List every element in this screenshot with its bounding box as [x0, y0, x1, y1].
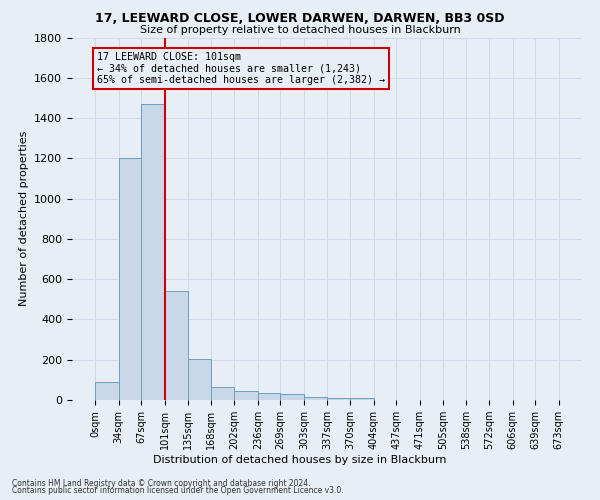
Text: Contains HM Land Registry data © Crown copyright and database right 2024.: Contains HM Land Registry data © Crown c… — [12, 478, 311, 488]
Bar — [258, 393, 280, 400]
Bar — [280, 394, 304, 400]
Text: Size of property relative to detached houses in Blackburn: Size of property relative to detached ho… — [140, 25, 460, 35]
Bar — [95, 382, 119, 400]
Text: 17, LEEWARD CLOSE, LOWER DARWEN, DARWEN, BB3 0SD: 17, LEEWARD CLOSE, LOWER DARWEN, DARWEN,… — [95, 12, 505, 26]
Bar — [304, 397, 328, 400]
Y-axis label: Number of detached properties: Number of detached properties — [19, 131, 29, 306]
Bar — [328, 398, 350, 400]
Bar — [235, 391, 258, 400]
Bar — [211, 387, 235, 400]
Bar — [119, 158, 142, 400]
Text: 17 LEEWARD CLOSE: 101sqm
← 34% of detached houses are smaller (1,243)
65% of sem: 17 LEEWARD CLOSE: 101sqm ← 34% of detach… — [97, 52, 385, 85]
Bar — [142, 104, 165, 400]
Bar — [350, 398, 374, 400]
Text: Contains public sector information licensed under the Open Government Licence v3: Contains public sector information licen… — [12, 486, 344, 495]
Bar — [188, 358, 211, 400]
Bar — [165, 291, 188, 400]
Text: Distribution of detached houses by size in Blackburn: Distribution of detached houses by size … — [153, 455, 447, 465]
